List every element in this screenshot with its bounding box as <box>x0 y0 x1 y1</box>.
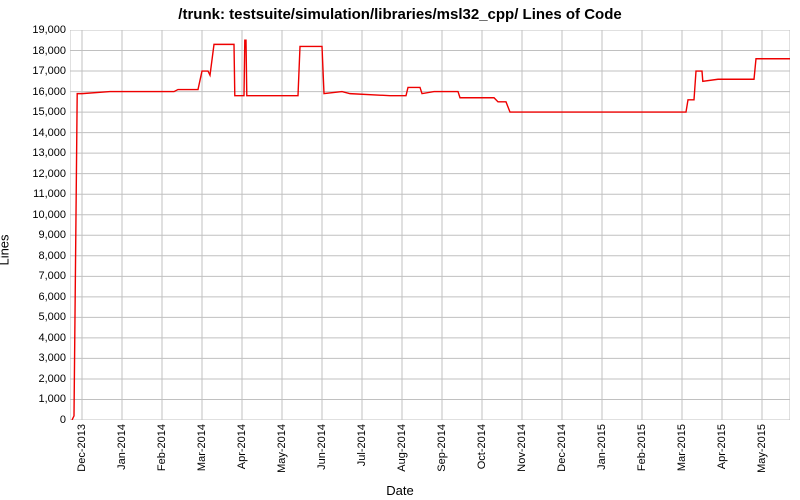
y-tick-label: 15,000 <box>32 106 66 118</box>
x-tick-label: Apr-2014 <box>236 424 248 469</box>
y-tick-label: 10,000 <box>32 209 66 221</box>
x-tick-label: Mar-2015 <box>676 424 688 471</box>
x-tick-label: May-2014 <box>276 424 288 473</box>
y-tick-label: 18,000 <box>32 45 66 57</box>
y-tick-label: 16,000 <box>32 86 66 98</box>
y-tick-label: 6,000 <box>38 291 66 303</box>
y-tick-label: 5,000 <box>38 311 66 323</box>
y-tick-label: 7,000 <box>38 270 66 282</box>
x-tick-label: Jun-2014 <box>316 424 328 470</box>
x-tick-label: Dec-2013 <box>76 424 88 472</box>
x-tick-label: Sep-2014 <box>436 424 448 472</box>
chart-container: /trunk: testsuite/simulation/libraries/m… <box>0 0 800 500</box>
x-tick-label: Dec-2014 <box>556 424 568 472</box>
x-tick-label: May-2015 <box>756 424 768 473</box>
y-tick-label: 3,000 <box>38 352 66 364</box>
chart-svg <box>70 30 790 420</box>
x-tick-label: Aug-2014 <box>396 424 408 472</box>
x-tick-label: Mar-2014 <box>196 424 208 471</box>
y-tick-label: 9,000 <box>38 229 66 241</box>
y-tick-label: 13,000 <box>32 147 66 159</box>
y-tick-label: 19,000 <box>32 24 66 36</box>
x-tick-label: Feb-2015 <box>636 424 648 471</box>
y-tick-label: 0 <box>60 414 66 426</box>
plot-area: 01,0002,0003,0004,0005,0006,0007,0008,00… <box>70 30 790 420</box>
y-tick-label: 8,000 <box>38 250 66 262</box>
y-tick-label: 14,000 <box>32 127 66 139</box>
y-tick-label: 11,000 <box>33 188 66 200</box>
x-tick-label: Jan-2015 <box>596 424 608 470</box>
x-tick-label: Jul-2014 <box>356 424 368 466</box>
y-tick-label: 17,000 <box>32 65 66 77</box>
y-tick-label: 4,000 <box>38 332 66 344</box>
y-tick-label: 2,000 <box>38 373 66 385</box>
x-tick-label: Oct-2014 <box>476 424 488 469</box>
y-axis-label: Lines <box>0 234 12 265</box>
x-axis-label: Date <box>0 483 800 498</box>
y-tick-label: 12,000 <box>32 168 66 180</box>
x-tick-label: Feb-2014 <box>156 424 168 471</box>
x-tick-label: Jan-2014 <box>116 424 128 470</box>
chart-title: /trunk: testsuite/simulation/libraries/m… <box>0 6 800 23</box>
x-tick-label: Nov-2014 <box>516 424 528 472</box>
x-tick-label: Apr-2015 <box>716 424 728 469</box>
y-tick-label: 1,000 <box>38 393 66 405</box>
